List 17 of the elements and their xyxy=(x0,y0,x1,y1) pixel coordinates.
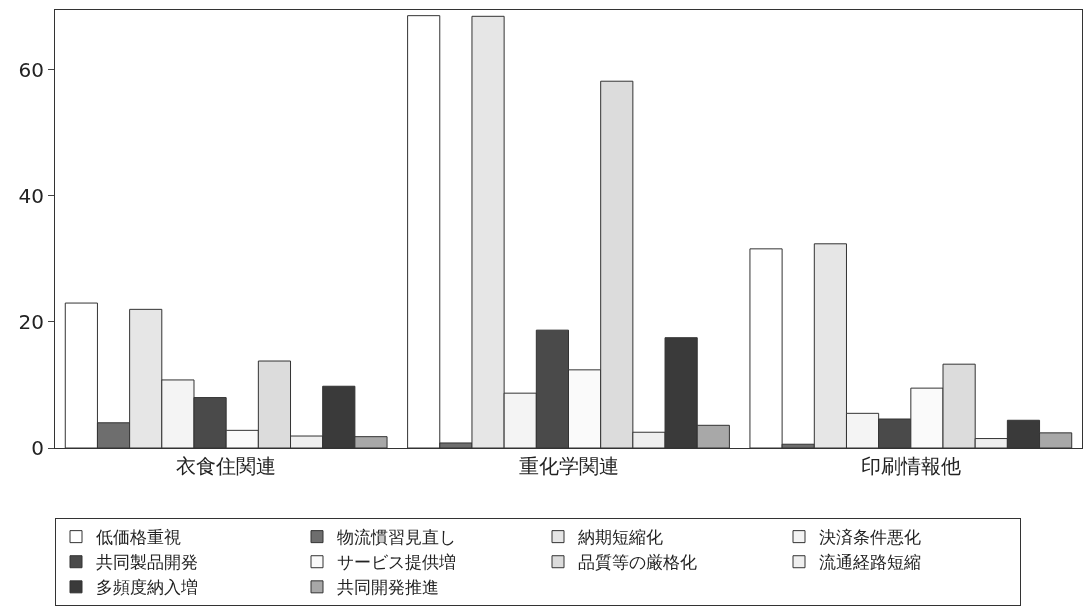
x-tick-label: 印刷情報他 xyxy=(860,454,961,478)
legend-label: 決済条件悪化 xyxy=(819,527,921,548)
legend-label: 低価格重視 xyxy=(96,527,181,548)
legend-label: 物流慣習見直し xyxy=(337,527,456,548)
y-tick-label: 60 xyxy=(18,57,44,82)
x-tick-label: 衣食住関連 xyxy=(176,454,277,478)
y-tick-label: 0 xyxy=(31,436,44,460)
legend-label: 共同製品開発 xyxy=(96,552,198,573)
y-tick-label: 20 xyxy=(18,309,44,334)
legend-label: 納期短縮化 xyxy=(578,527,663,548)
legend-label: 多頻度納入増 xyxy=(96,577,198,598)
legend-label: サービス提供増 xyxy=(337,552,456,573)
legend-label: 流通経路短縮 xyxy=(819,552,921,573)
legend-label: 品質等の厳格化 xyxy=(578,552,697,573)
x-tick-label: 重化学関連 xyxy=(518,454,619,478)
legend-label: 共同開発推進 xyxy=(337,577,439,598)
y-tick-label: 40 xyxy=(18,183,44,208)
